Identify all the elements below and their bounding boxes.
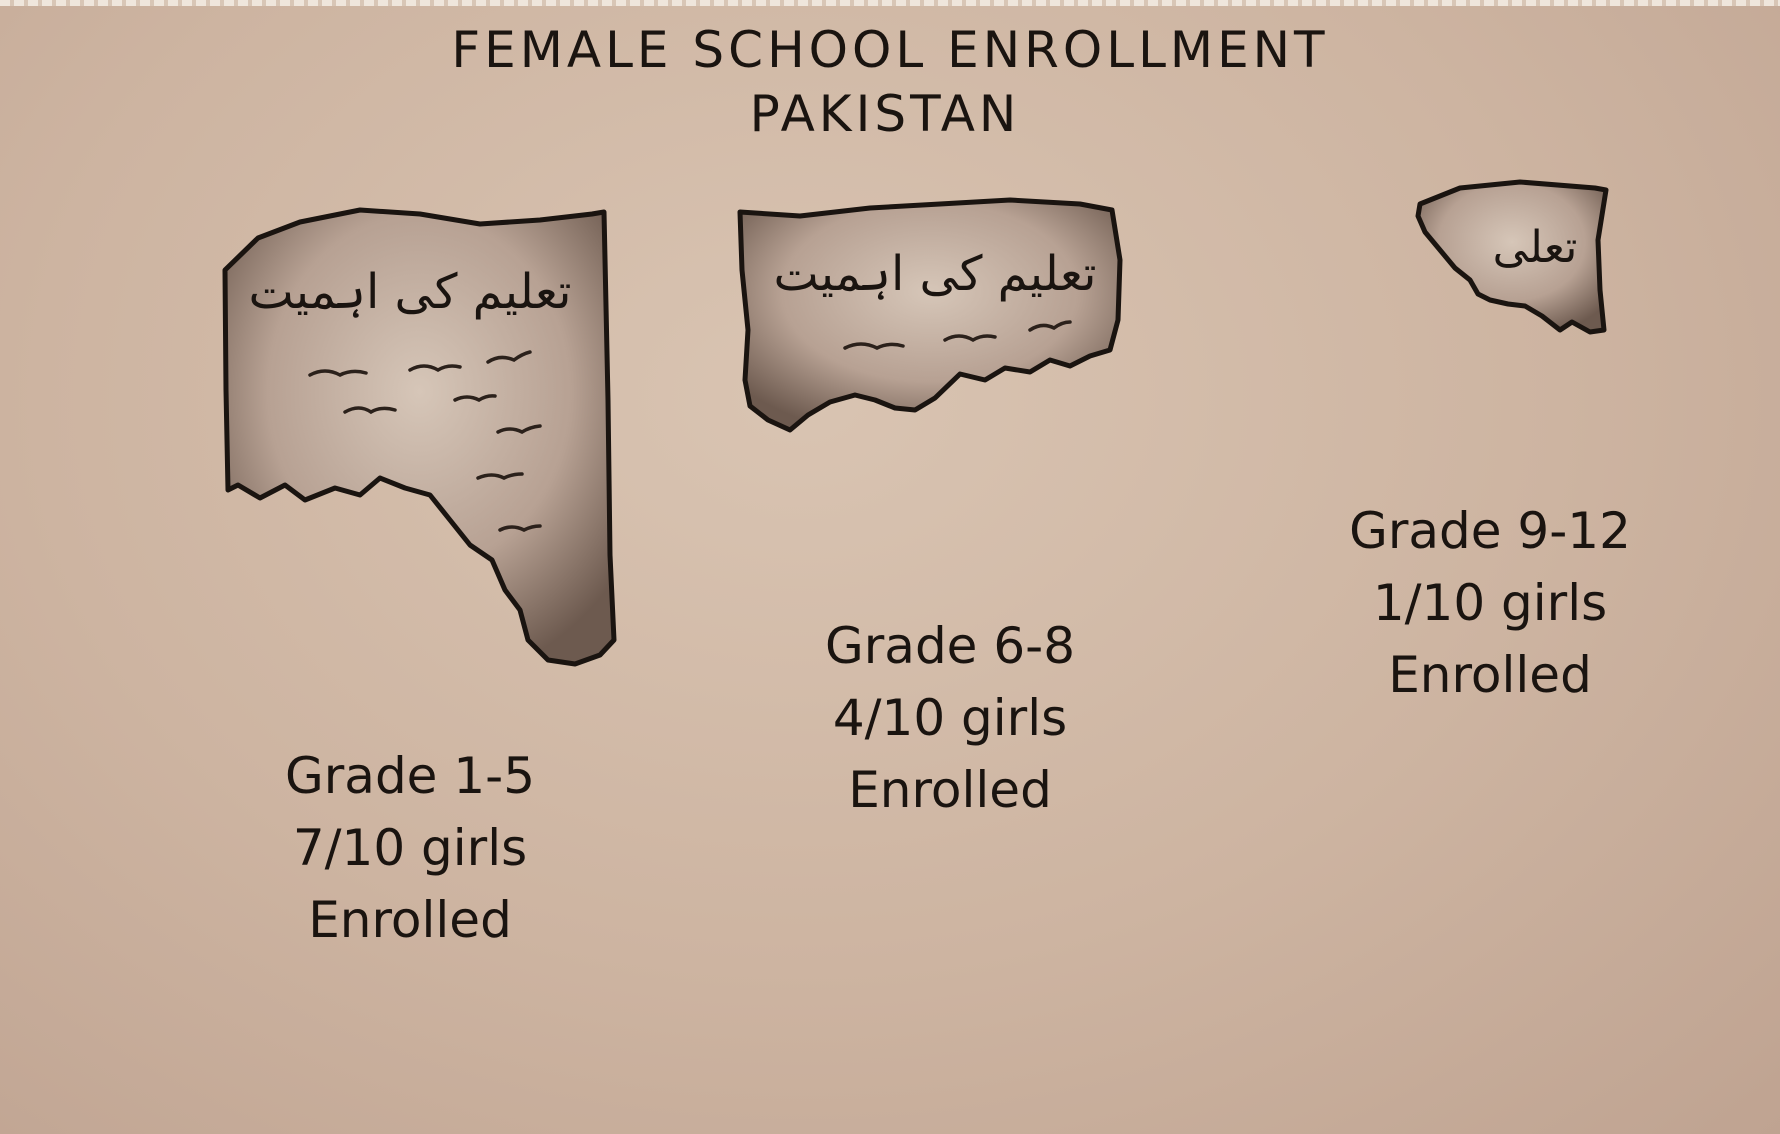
paper-top-edge xyxy=(0,0,1780,6)
chart-subtitle: PAKISTAN xyxy=(749,85,1021,143)
grade-label: Grade 6-8 xyxy=(825,617,1075,675)
paper-grade-9-12: تعلی xyxy=(1415,179,1609,335)
label-grade-9-12: Grade 9-12 1/10 girls Enrolled xyxy=(1290,495,1690,711)
label-grade-6-8: Grade 6-8 4/10 girls Enrolled xyxy=(760,610,1140,826)
grade-label: Grade 9-12 xyxy=(1349,502,1631,560)
status-label: Enrolled xyxy=(308,891,512,949)
paper-urdu-text-3: تعلی xyxy=(1493,222,1578,273)
chart-title-block: FEMALE SCHOOL ENROLLMENT PAKISTAN xyxy=(0,18,1780,146)
paper-urdu-text-2: تعلیم کی اہمیت xyxy=(773,246,1096,302)
status-label: Enrolled xyxy=(848,761,1052,819)
scribble-lines-1 xyxy=(308,350,542,532)
scribble-lines-2 xyxy=(843,320,1072,350)
ratio-label: 7/10 girls xyxy=(292,819,528,877)
paper-urdu-text-1: تعلیم کی اہمیت xyxy=(248,264,571,320)
chart-title: FEMALE SCHOOL ENROLLMENT xyxy=(451,21,1329,79)
grade-label: Grade 1-5 xyxy=(285,747,535,805)
label-grade-1-5: Grade 1-5 7/10 girls Enrolled xyxy=(220,740,600,956)
paper-grade-1-5: تعلیم کی اہمیت xyxy=(222,207,617,667)
status-label: Enrolled xyxy=(1388,646,1592,704)
ratio-label: 1/10 girls xyxy=(1372,574,1608,632)
ratio-label: 4/10 girls xyxy=(832,689,1068,747)
paper-grade-6-8: تعلیم کی اہمیت xyxy=(737,197,1123,433)
